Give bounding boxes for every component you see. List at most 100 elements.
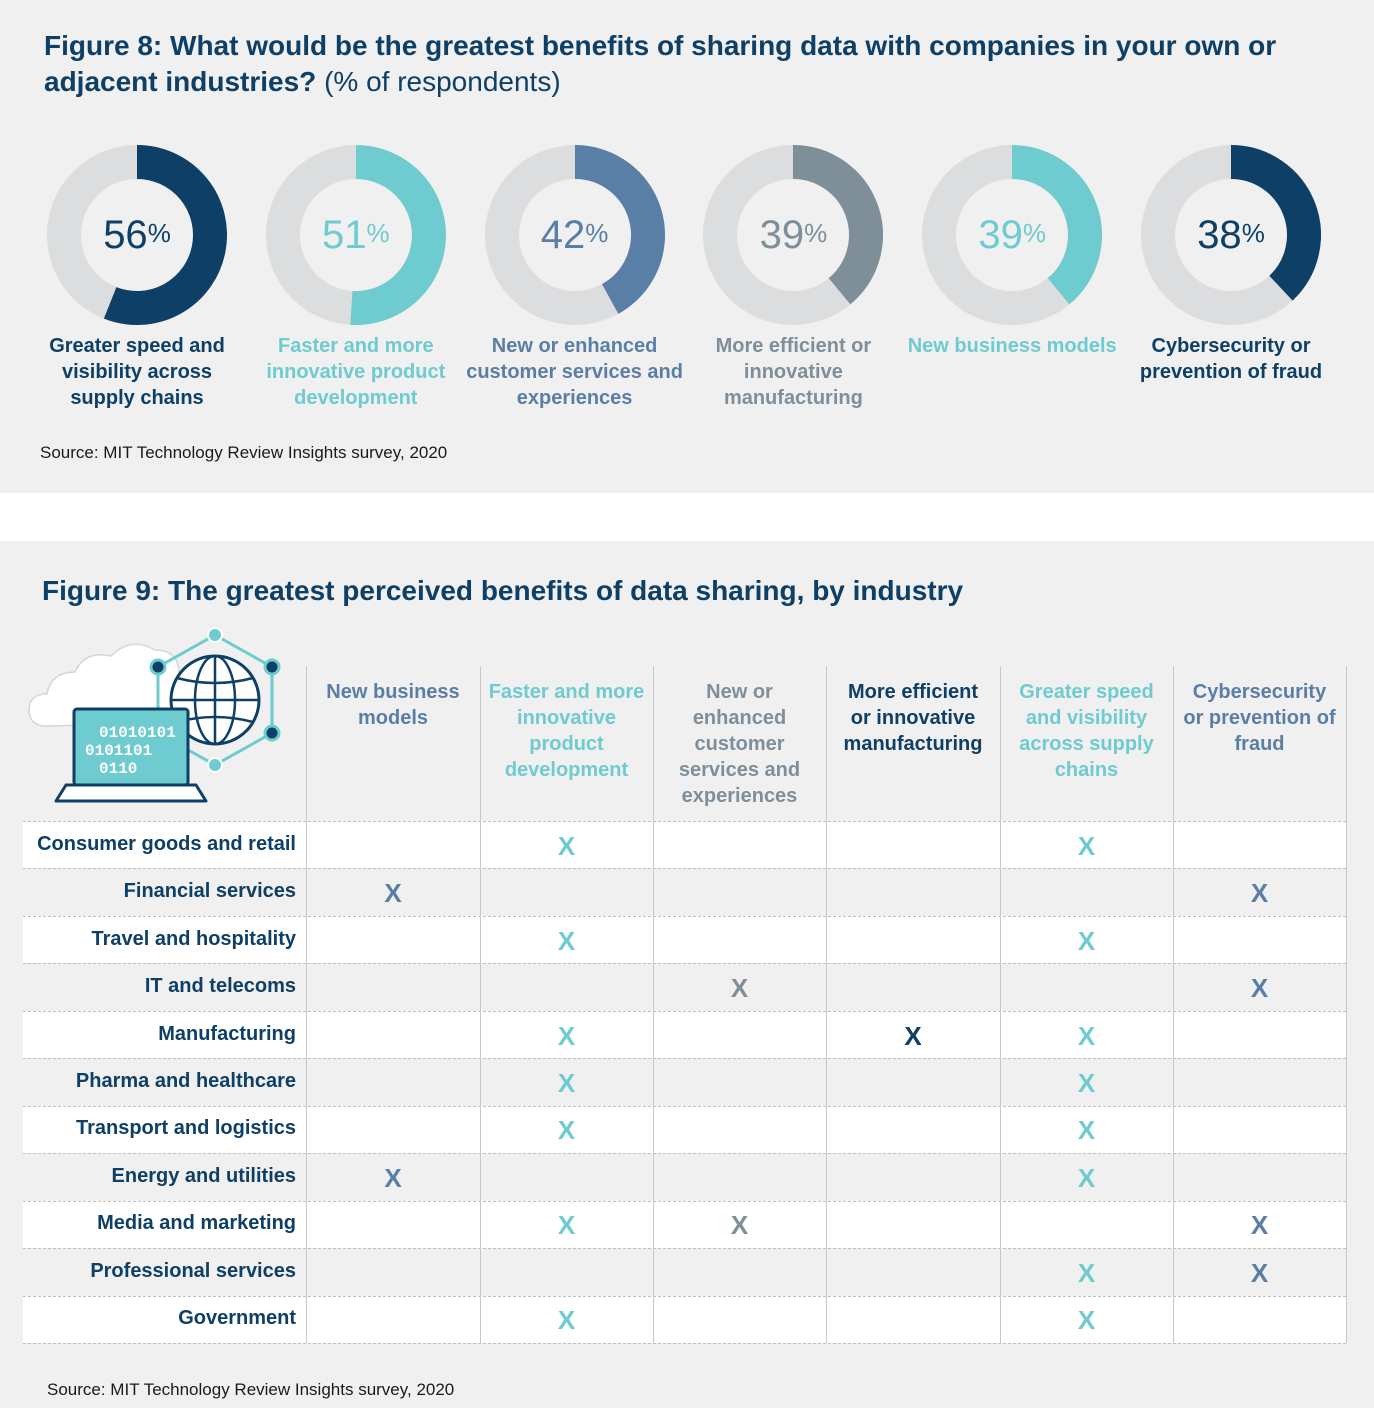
donut-category-label: Greater speed and visibility across supp…: [49, 335, 225, 409]
benefit-mark: X: [1077, 1257, 1096, 1288]
row-band: [23, 1105, 1346, 1154]
column-divider: [1173, 666, 1174, 1343]
percent-sign: %: [1241, 218, 1265, 248]
row-band: [23, 1295, 1346, 1343]
donut-segment: [103, 145, 227, 325]
column-header-faster-and-more-innovative-product-development: Faster and more innovative product devel…: [488, 681, 645, 781]
benefit-mark: X: [1077, 1115, 1096, 1146]
column-header-more-efficient-or-innovative-manufacturing: More efficient or innovative manufacturi…: [843, 681, 983, 755]
row-separator: [23, 963, 1346, 965]
donut-segment: [1230, 145, 1321, 301]
donut-value-label: 39%: [922, 213, 1102, 257]
row-label-professional-services: Professional services: [90, 1259, 296, 1282]
binary-line-3: 0110: [99, 760, 137, 778]
row-label-consumer-goods-and-retail: Consumer goods and retail: [37, 832, 296, 855]
column-divider: [826, 666, 827, 1343]
donut-segment: [573, 145, 665, 314]
column-header-new-or-enhanced-customer-services-and-experiences: New or enhanced customer services and ex…: [678, 681, 801, 807]
benefit-mark: X: [384, 1162, 402, 1193]
benefit-mark: X: [557, 1210, 576, 1241]
benefit-mark: X: [557, 1020, 576, 1051]
benefit-mark: X: [557, 1067, 576, 1098]
column-divider: [306, 666, 307, 1343]
donut-value-label: 51%: [266, 213, 446, 257]
row-separator: [23, 1342, 1346, 1344]
percent-sign: %: [1022, 218, 1046, 248]
benefit-mark: X: [1250, 878, 1269, 909]
row-band: [23, 1010, 1346, 1059]
row-label-it-and-telecoms: IT and telecoms: [144, 975, 296, 998]
donut-segment: [350, 145, 446, 325]
figure-9-title: Figure 9: The greatest perceived benefit…: [42, 575, 964, 606]
row-label-energy-and-utilities: Energy and utilities: [111, 1164, 296, 1187]
donut-category-label: New or enhanced customer services and ex…: [466, 335, 683, 409]
row-separator: [23, 1105, 1346, 1107]
row-band: [23, 915, 1346, 964]
row-label-transport-and-logistics: Transport and logistics: [75, 1117, 296, 1140]
donut-value-number: 39: [978, 213, 1023, 257]
benefit-mark: X: [1250, 973, 1269, 1004]
donut-category-label: Faster and more innovative product devel…: [266, 335, 446, 409]
donut-value-number: 51: [321, 213, 367, 257]
benefit-mark: X: [730, 973, 749, 1004]
benefit-mark: X: [557, 925, 576, 956]
benefit-mark: X: [1077, 1020, 1096, 1051]
column-divider: [653, 666, 654, 1343]
benefit-mark: X: [557, 1305, 576, 1336]
column-header-greater-speed-and-visibility-across-supply-chains: Greater speed and visibility across supp…: [1019, 681, 1154, 781]
column-header-cybersecurity-or-prevention-of-fraud: Cybersecurity or prevention of fraud: [1183, 681, 1336, 755]
laptop-icon: 01010101 0101101 0110: [54, 707, 208, 803]
column-divider: [480, 666, 481, 1343]
row-band: [23, 821, 1346, 869]
donut-value-number: 38: [1197, 213, 1242, 257]
donut-chart-svg: [47, 145, 227, 325]
row-label-financial-services: Financial services: [123, 880, 296, 903]
column-divider: [1000, 666, 1001, 1343]
row-separator: [23, 1153, 1346, 1155]
row-label-media-and-marketing: Media and marketing: [97, 1212, 296, 1235]
donut-chart-svg: [1141, 145, 1321, 325]
donut-chart-svg: [265, 145, 446, 325]
row-label-manufacturing: Manufacturing: [158, 1022, 296, 1045]
benefit-mark: X: [1077, 1067, 1096, 1098]
percent-sign: %: [147, 218, 171, 248]
row-separator: [23, 821, 1346, 822]
donut-chart-svg: [484, 145, 665, 325]
donut-value-number: 56: [103, 213, 148, 257]
donut-chart-svg: [703, 145, 884, 325]
donut-segment: [792, 145, 884, 305]
row-separator: [23, 1010, 1346, 1012]
benefit-mark: X: [557, 1115, 576, 1146]
benefit-mark: X: [384, 878, 402, 909]
row-separator: [23, 915, 1346, 917]
column-header-new-business-models: New business models: [326, 681, 460, 729]
row-separator: [23, 1248, 1346, 1250]
column-divider: [1346, 666, 1347, 1343]
figure-8-source: Source: MIT Technology Review Insights s…: [40, 443, 448, 462]
donut-value-number: 39: [759, 213, 805, 257]
data-sharing-illustration: 01010101 0101101 0110: [28, 627, 281, 803]
benefit-mark: X: [557, 830, 576, 861]
row-label-government: Government: [178, 1307, 296, 1330]
donut-value-label: 39%: [703, 213, 883, 257]
benefit-mark: X: [1250, 1257, 1269, 1288]
figure-8-title-suffix: (% of respondents): [324, 66, 561, 97]
donut-category-label: New business models: [907, 335, 1117, 357]
row-label-pharma-and-healthcare: Pharma and healthcare: [75, 1069, 296, 1092]
figure-8-title: Figure 8: What would be the greatest ben…: [44, 28, 1334, 100]
binary-line-2: 0101101: [85, 742, 152, 760]
percent-sign: %: [804, 218, 828, 248]
figure-9-source: Source: MIT Technology Review Insights s…: [47, 1380, 455, 1399]
figure-8-panel: Figure 8: What would be the greatest ben…: [0, 0, 1374, 493]
benefit-mark: X: [1077, 1305, 1096, 1336]
percent-sign: %: [585, 218, 609, 248]
benefit-mark: X: [1250, 1210, 1269, 1241]
percent-sign: %: [366, 218, 390, 248]
benefit-mark: X: [904, 1020, 922, 1051]
donut-category-label: Cybersecurity or prevention of fraud: [1139, 335, 1323, 383]
donut-chart-svg: [922, 145, 1103, 325]
benefit-mark: X: [730, 1210, 749, 1241]
row-band: [23, 1200, 1346, 1249]
donut-value-label: 38%: [1141, 213, 1321, 257]
benefit-mark: X: [1077, 925, 1096, 956]
